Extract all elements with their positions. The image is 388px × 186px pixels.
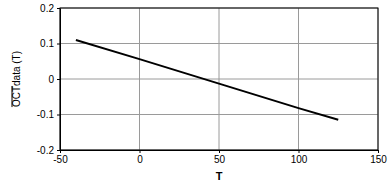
tick-label: -0.2 <box>37 145 55 156</box>
tick: 0 <box>48 74 60 85</box>
chart-svg: -50 0 50 100 150 -0.2 -0.1 0 0.1 0.2 T OCTdata (T) <box>0 0 388 186</box>
tick-label: -50 <box>53 154 68 165</box>
tick-mark <box>57 150 60 151</box>
grid-line-y <box>60 43 378 44</box>
x-axis-title: T <box>216 170 223 182</box>
y-axis-title-group: OCTdata (T) <box>11 51 22 107</box>
tick: 50 <box>214 150 226 165</box>
tick-label: 0 <box>48 74 54 85</box>
data-line <box>76 40 338 120</box>
tick-mark <box>57 79 60 80</box>
axis-line <box>60 9 61 151</box>
tick: 150 <box>370 150 387 165</box>
tick-mark <box>219 150 220 153</box>
tick-mark <box>299 150 300 153</box>
overline <box>12 86 13 107</box>
tick-mark <box>378 150 379 153</box>
y-axis: -0.2 -0.1 0 0.1 0.2 <box>37 3 61 156</box>
x-axis: -50 0 50 100 150 <box>53 150 387 165</box>
tick-label: 100 <box>291 154 308 165</box>
tick-label: 150 <box>370 154 387 165</box>
chart-container: -50 0 50 100 150 -0.2 -0.1 0 0.1 0.2 T OCTdata (T) <box>0 0 388 186</box>
data-group <box>76 40 338 120</box>
tick: 0 <box>137 150 143 165</box>
tick-mark <box>57 44 60 45</box>
tick-label: 50 <box>214 154 226 165</box>
tick-label: 0.2 <box>40 3 54 14</box>
tick-mark <box>57 8 60 9</box>
plot-frame <box>60 8 378 150</box>
grid-line-y <box>60 79 378 80</box>
tick: 100 <box>291 150 308 165</box>
tick-mark <box>57 115 60 116</box>
tick: -50 <box>53 150 68 165</box>
tick-mark <box>140 150 141 153</box>
tick-label: 0 <box>137 154 143 165</box>
tick: -0.2 <box>37 145 60 156</box>
grid <box>60 8 378 150</box>
tick-label: 0.1 <box>40 38 54 49</box>
tick-label: -0.1 <box>37 109 55 120</box>
tick: -0.1 <box>37 109 60 120</box>
grid-line-y <box>60 114 378 115</box>
tick: 0.2 <box>40 3 60 14</box>
y-axis-title: OCTdata (T) <box>11 51 22 107</box>
tick: 0.1 <box>40 38 60 49</box>
plot: -50 0 50 100 150 -0.2 -0.1 0 0.1 0.2 <box>37 3 388 165</box>
